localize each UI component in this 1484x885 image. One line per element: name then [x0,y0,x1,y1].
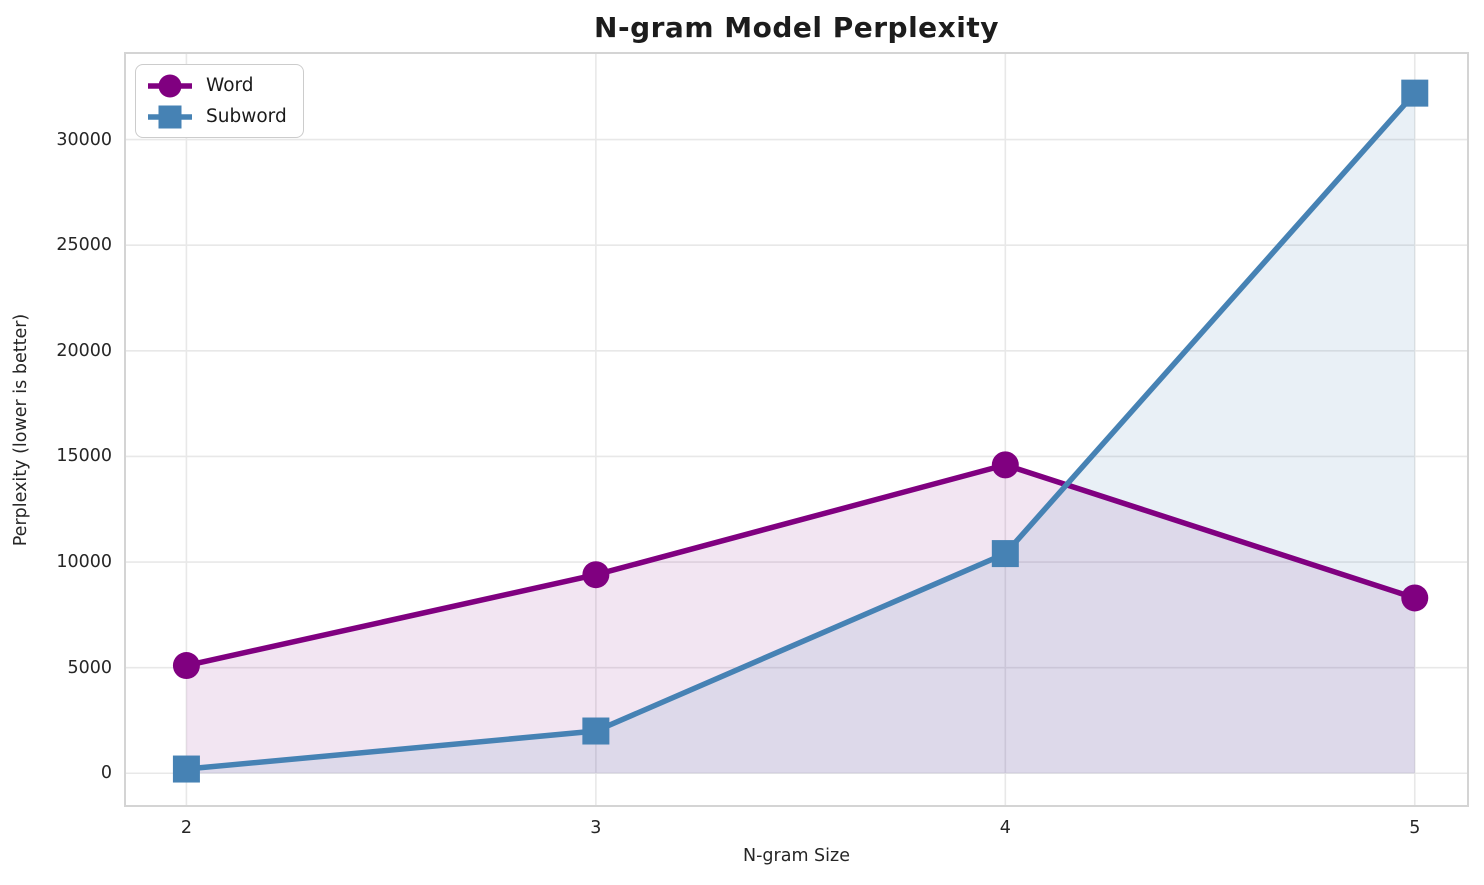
word-line-marker-icon [148,74,192,97]
subword-line [183,90,1418,772]
legend-label-subword: Subword [206,106,287,127]
word-marker [991,451,1019,479]
chart-title: N-gram Model Perplexity [594,11,999,44]
plot-frame [124,52,1469,807]
y-tick-label: 20000 [56,340,112,361]
subword-marker [1401,79,1429,107]
y-tick-label: 10000 [56,552,112,573]
x-tick-label: 5 [1409,818,1421,838]
subword-line-marker-icon [148,105,192,128]
word-area [186,464,1415,774]
y-tick-label: 15000 [56,446,112,467]
x-tick-label: 3 [590,818,602,838]
subword-area [186,93,1415,774]
word-marker [582,561,610,589]
x-tick-label: 4 [999,818,1011,838]
y-tick-label: 25000 [56,235,112,256]
y-tick-label: 5000 [67,657,112,678]
word-marker [1401,584,1429,612]
y-axis-label-wrap: Perplexity (lower is better) [8,53,34,806]
word-marker [172,652,200,680]
subword-marker [172,755,200,783]
legend-item-word: Word [145,70,287,101]
x-tick-label: 2 [180,818,192,838]
y-tick-label: 30000 [56,129,112,150]
legend-label-word: Word [206,75,254,96]
y-tick-label: 0 [100,763,112,784]
subword-marker [582,717,610,745]
legend: Word Subword [135,64,304,138]
word-line [183,462,1418,669]
subword-marker [991,540,1019,568]
x-axis-label: N-gram Size [743,846,850,866]
legend-item-subword: Subword [145,101,287,132]
